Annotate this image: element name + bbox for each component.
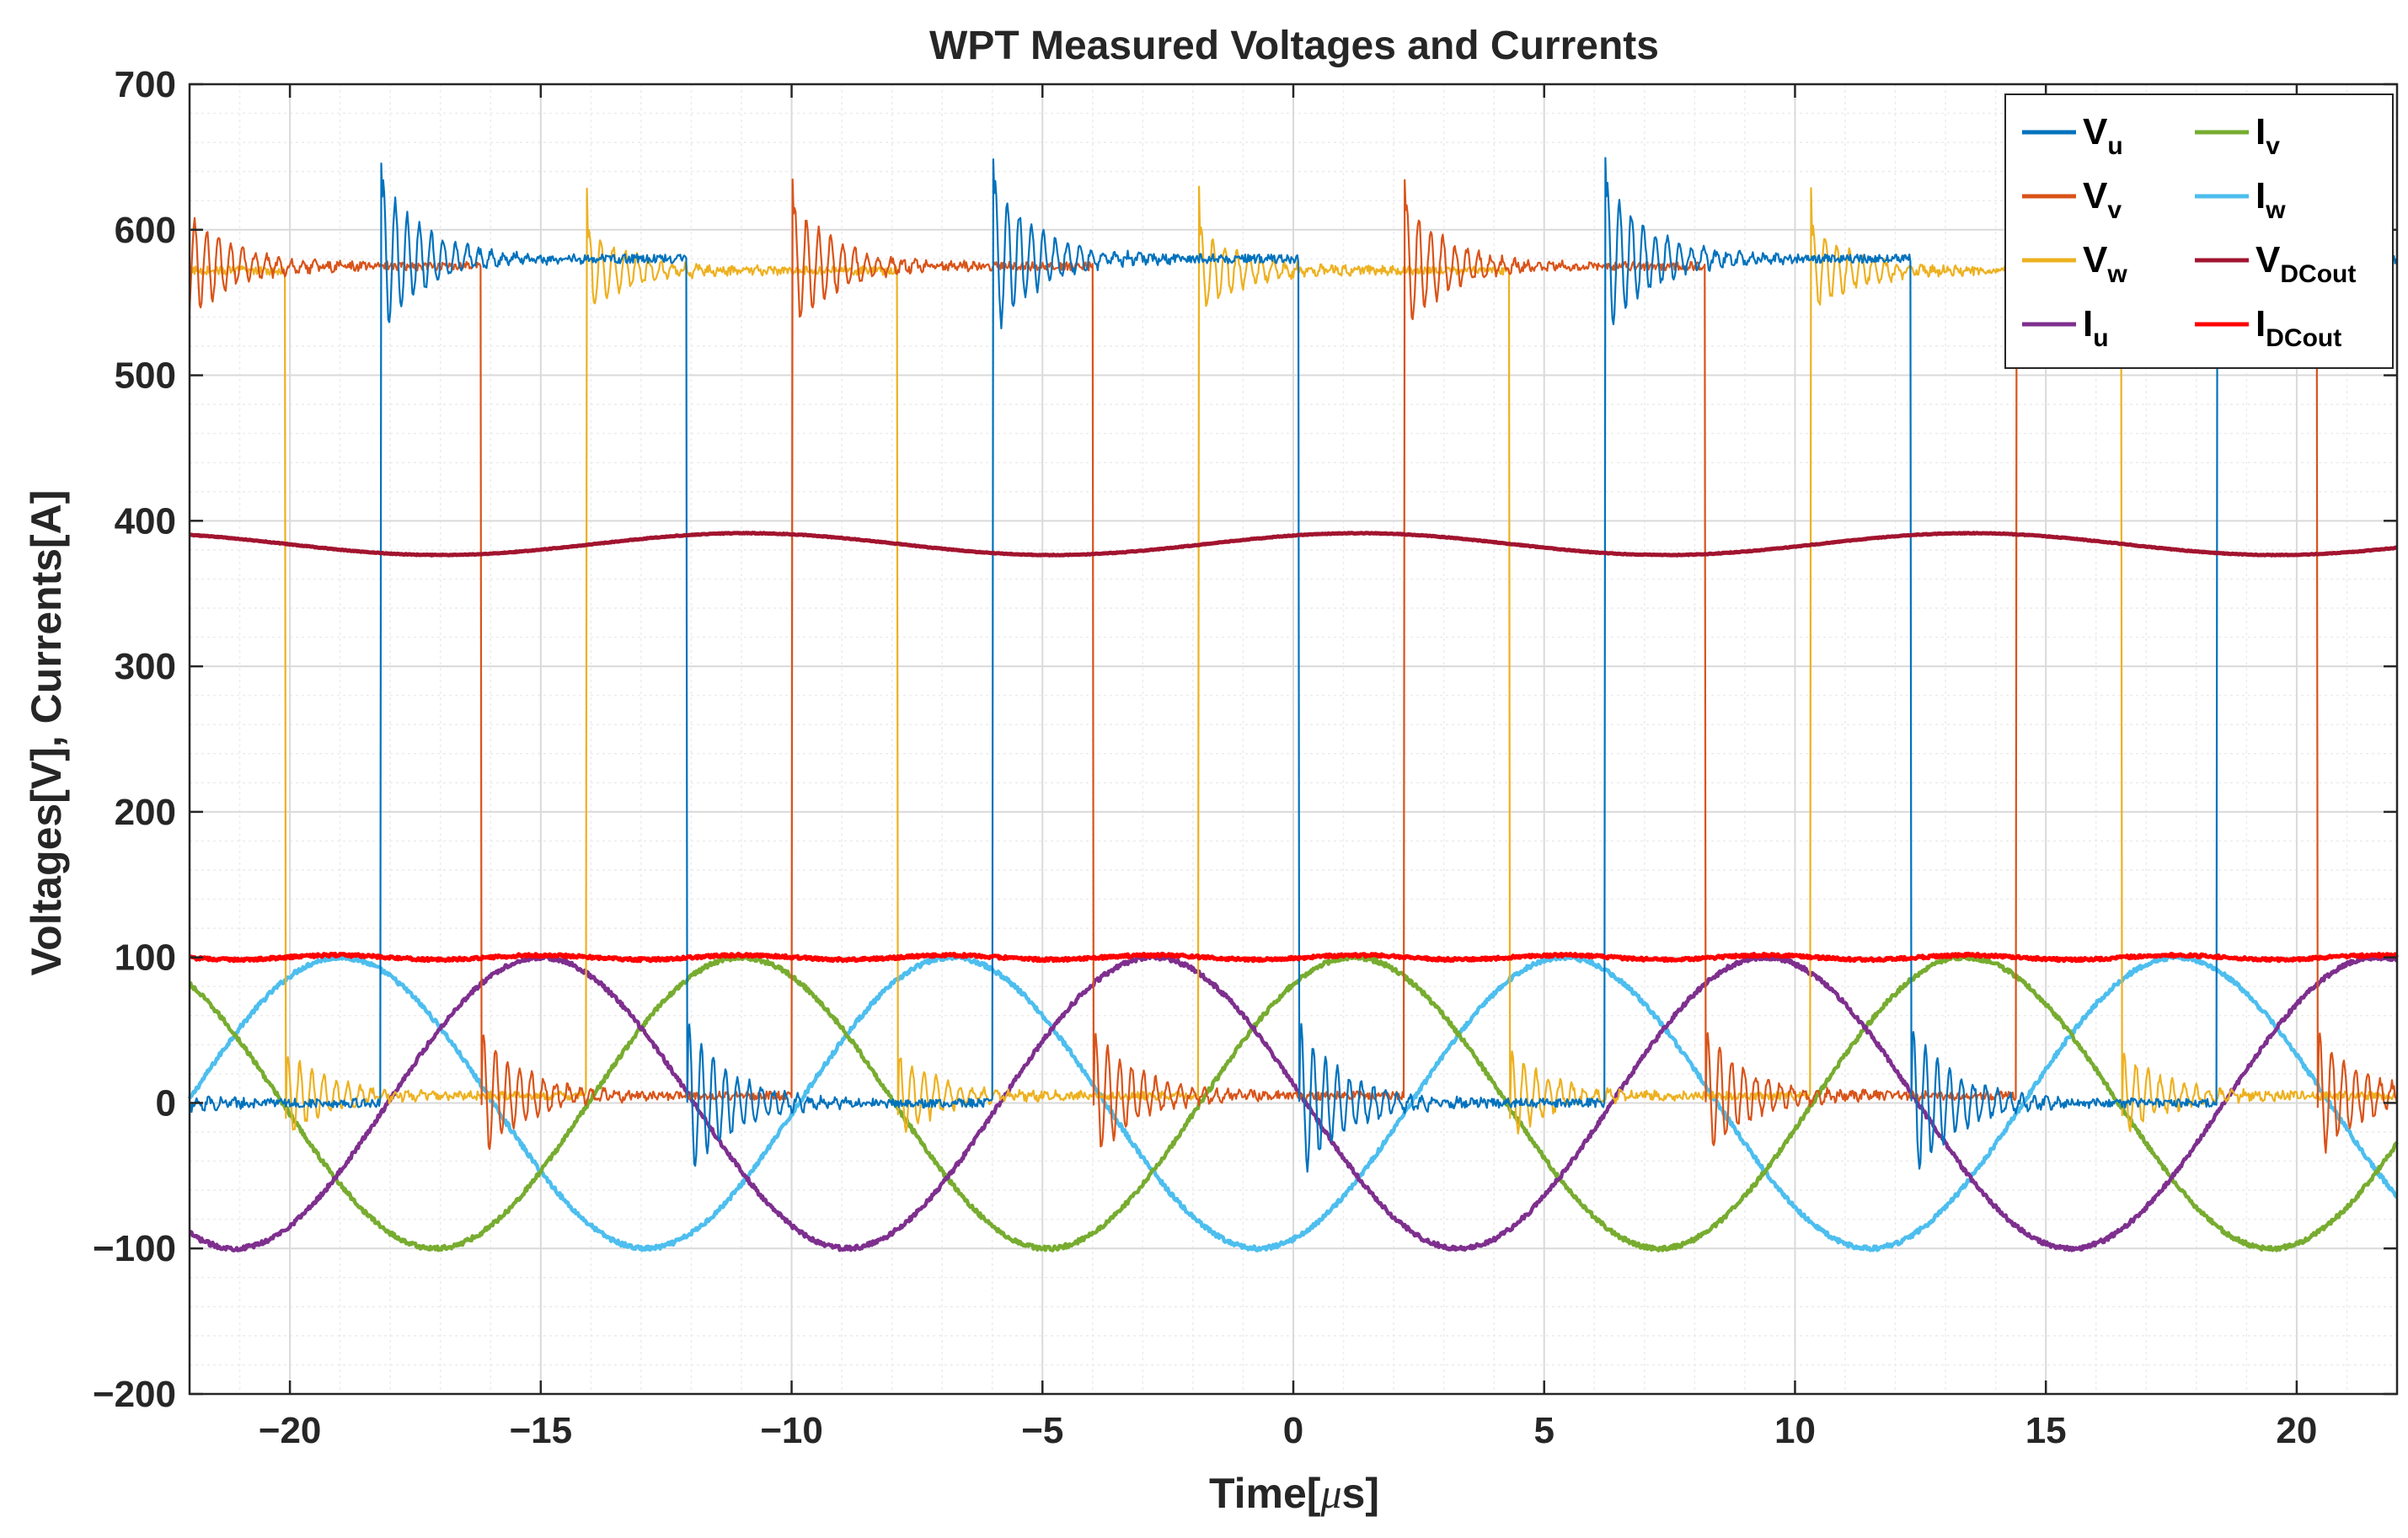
legend-label-subscript: DCout: [2280, 260, 2356, 288]
x-tick-label: 0: [1283, 1410, 1303, 1451]
x-axis-label-tail: s]: [1342, 1470, 1379, 1517]
y-tick-label: 600: [115, 210, 176, 251]
legend-label-subscript: u: [2107, 132, 2122, 160]
x-tick-label: 10: [1774, 1410, 1816, 1451]
legend-label-subscript: DCout: [2266, 324, 2341, 352]
series-line-idcout: [188, 951, 2400, 964]
legend-label-iu: Iu: [2083, 303, 2109, 352]
legend-label-subscript: w: [2106, 260, 2127, 288]
series-line-vdcout: [188, 531, 2399, 558]
legend-label-base: I: [2255, 303, 2266, 344]
x-axis-label-mu: μ: [1319, 1470, 1341, 1517]
legend-label-iv: Iv: [2255, 111, 2280, 160]
legend-label-base: I: [2083, 303, 2093, 344]
series-line-iw: [187, 953, 2399, 1252]
x-tick-label: −10: [760, 1410, 823, 1451]
y-axis-label: Voltages[V], Currents[A]: [23, 490, 70, 976]
y-tick-label: 500: [115, 355, 176, 397]
legend-label-subscript: v: [2266, 132, 2280, 160]
series-line-vu: [189, 157, 2399, 1173]
y-tick-label: 400: [115, 500, 176, 542]
legend-label-subscript: w: [2265, 196, 2286, 224]
legend-label-vdcout: VDCout: [2255, 239, 2356, 288]
series-line-iu: [188, 953, 2399, 1252]
x-tick-label: −15: [509, 1410, 572, 1451]
tick-labels: −20 −15 −10 −5 0 5 10 15 20 −200 −100 0 100 200 300 400…: [93, 64, 2317, 1451]
y-tick-label: 200: [115, 792, 176, 833]
legend-label-base: V: [2083, 111, 2108, 152]
legend-label-base: V: [2083, 175, 2108, 216]
series-line-iv: [188, 953, 2399, 1252]
legend-label-base: I: [2255, 111, 2266, 152]
legend-label-vv: Vv: [2083, 175, 2122, 224]
x-tick-label: 5: [1533, 1410, 1554, 1451]
y-tick-label: 100: [115, 937, 176, 979]
legend-label-subscript: v: [2107, 196, 2122, 224]
y-tick-label: −100: [93, 1228, 176, 1269]
x-tick-label: 15: [2025, 1410, 2067, 1451]
legend-label-idcout: IDCout: [2255, 303, 2341, 352]
legend-label-vw: Vw: [2083, 239, 2127, 288]
x-axis-label-main: Time[: [1209, 1470, 1321, 1517]
y-tick-label: 300: [115, 646, 176, 687]
x-tick-label: 20: [2276, 1410, 2317, 1451]
legend-label-subscript: u: [2093, 324, 2108, 352]
x-axis-label: Time[μs]: [1209, 1470, 1379, 1517]
y-tick-label: 0: [156, 1082, 176, 1124]
x-tick-label: −20: [259, 1410, 322, 1451]
legend-label-iw: Iw: [2255, 175, 2286, 224]
axes: [188, 83, 2399, 1396]
y-tick-label: 700: [115, 64, 176, 105]
legend-label-base: V: [2083, 239, 2108, 280]
legend-label-base: I: [2255, 175, 2266, 216]
legend-label-vu: Vu: [2083, 111, 2123, 160]
x-tick-label: −5: [1021, 1410, 1063, 1451]
chart-title: WPT Measured Voltages and Currents: [929, 24, 1659, 68]
legend-label-base: V: [2255, 239, 2281, 280]
y-tick-label: −200: [93, 1374, 176, 1415]
